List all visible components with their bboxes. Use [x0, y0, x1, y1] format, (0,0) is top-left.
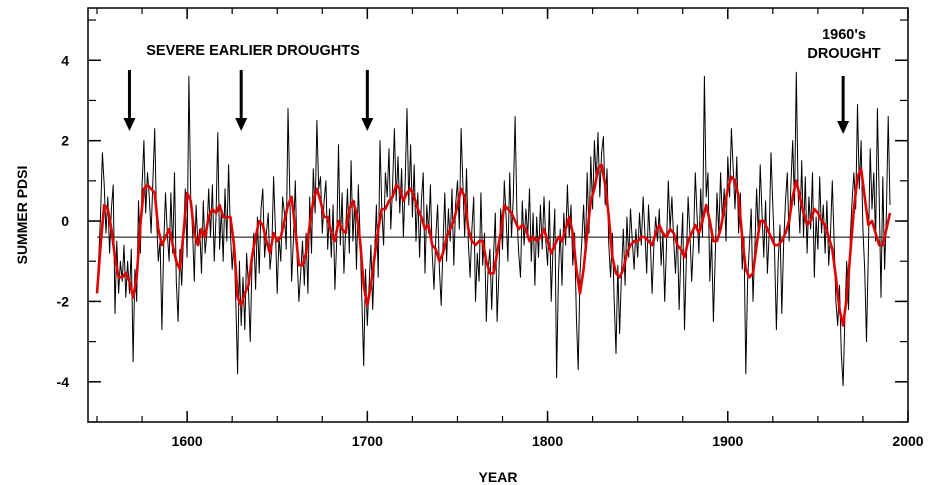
drought-arrow-head — [361, 118, 374, 131]
y-tick-label: -4 — [57, 374, 70, 390]
y-tick-label: -2 — [57, 293, 70, 309]
y-axis-ticks: 4 2 0 -2 -4 — [57, 52, 908, 390]
drought-arrow-head — [837, 121, 850, 134]
x-tick-label: 1800 — [532, 433, 563, 449]
y-tick-label: 4 — [61, 52, 69, 68]
x-axis-ticks: 1600 1700 1800 1900 2000 — [172, 8, 924, 449]
y-tick-label: 0 — [61, 213, 69, 229]
x-tick-label: 1900 — [712, 433, 743, 449]
y-tick-label: 2 — [61, 133, 69, 149]
x-tick-label: 1700 — [352, 433, 383, 449]
severe-droughts-label: SEVERE EARLIER DROUGHTS — [146, 43, 360, 59]
x-tick-label: 1600 — [172, 433, 203, 449]
1960s-drought-label-line2: DROUGHT — [807, 46, 880, 62]
annotations: SEVERE EARLIER DROUGHTS 1960's DROUGHT — [123, 27, 881, 134]
drought-arrow-head — [235, 118, 248, 131]
x-tick-label: 2000 — [892, 433, 923, 449]
series-lines — [95, 71, 892, 387]
drought-arrow-head — [123, 118, 136, 131]
plot-frame — [87, 7, 909, 423]
x-axis-label: YEAR — [479, 469, 518, 485]
annual-pdsi-line — [96, 71, 891, 387]
1960s-drought-label: 1960's — [822, 27, 866, 43]
y-axis-label: SUMMER PDSI — [14, 166, 30, 265]
smoothed-pdsi-line — [95, 163, 892, 327]
